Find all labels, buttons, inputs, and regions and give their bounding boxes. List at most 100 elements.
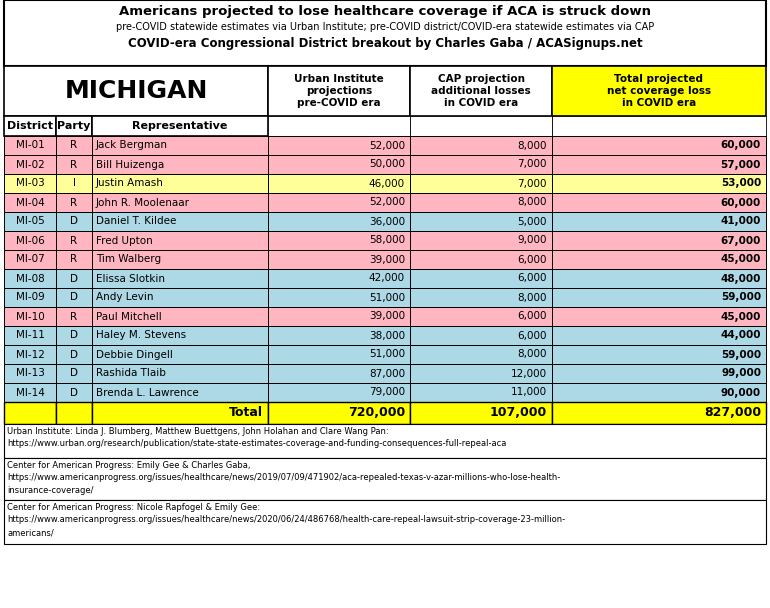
- Text: D: D: [70, 216, 78, 227]
- Text: Center for American Progress: Emily Gee & Charles Gaba,
https://www.americanprog: Center for American Progress: Emily Gee …: [7, 461, 561, 495]
- Bar: [552, 212, 766, 231]
- Bar: [4, 364, 56, 383]
- Text: MI-13: MI-13: [15, 368, 45, 379]
- Bar: [552, 307, 766, 326]
- Text: Americans projected to lose healthcare coverage if ACA is struck down: Americans projected to lose healthcare c…: [119, 4, 651, 18]
- Text: Justin Amash: Justin Amash: [96, 179, 164, 188]
- Text: R: R: [70, 255, 78, 264]
- Text: Andy Levin: Andy Levin: [96, 292, 153, 303]
- Text: 87,000: 87,000: [369, 368, 405, 379]
- Bar: [56, 116, 92, 136]
- Bar: [410, 288, 552, 307]
- Text: MI-14: MI-14: [15, 387, 45, 398]
- Bar: [4, 326, 56, 345]
- Text: Brenda L. Lawrence: Brenda L. Lawrence: [96, 387, 199, 398]
- Text: 45,000: 45,000: [721, 255, 761, 264]
- Text: 36,000: 36,000: [369, 216, 405, 227]
- Bar: [4, 383, 56, 402]
- Bar: [410, 231, 552, 250]
- Text: D: D: [70, 350, 78, 359]
- Bar: [410, 345, 552, 364]
- Bar: [410, 212, 552, 231]
- Text: Center for American Progress: Nicole Rapfogel & Emily Gee:
https://www.americanp: Center for American Progress: Nicole Rap…: [7, 503, 565, 537]
- Bar: [92, 269, 268, 288]
- Text: CAP projection
additional losses
in COVID era: CAP projection additional losses in COVI…: [431, 74, 531, 108]
- Bar: [268, 326, 410, 345]
- Bar: [92, 364, 268, 383]
- Bar: [268, 116, 410, 136]
- Bar: [56, 174, 92, 193]
- Text: 9,000: 9,000: [517, 235, 547, 246]
- Text: 79,000: 79,000: [369, 387, 405, 398]
- Bar: [92, 307, 268, 326]
- Text: 58,000: 58,000: [369, 235, 405, 246]
- Bar: [4, 424, 766, 458]
- Bar: [268, 136, 410, 155]
- Text: 59,000: 59,000: [721, 350, 761, 359]
- Bar: [92, 288, 268, 307]
- Text: 51,000: 51,000: [369, 350, 405, 359]
- Text: MI-05: MI-05: [15, 216, 45, 227]
- Bar: [268, 66, 410, 116]
- Bar: [56, 212, 92, 231]
- Text: COVID-era Congressional District breakout by Charles Gaba / ACASignups.net: COVID-era Congressional District breakou…: [128, 38, 642, 50]
- Text: 38,000: 38,000: [369, 331, 405, 340]
- Bar: [56, 288, 92, 307]
- Text: R: R: [70, 311, 78, 322]
- Text: Representative: Representative: [132, 121, 228, 131]
- Text: 7,000: 7,000: [517, 179, 547, 188]
- Text: Paul Mitchell: Paul Mitchell: [96, 311, 162, 322]
- Bar: [56, 326, 92, 345]
- Bar: [552, 326, 766, 345]
- Bar: [410, 326, 552, 345]
- Bar: [4, 193, 56, 212]
- Text: 39,000: 39,000: [369, 311, 405, 322]
- Bar: [56, 345, 92, 364]
- Bar: [268, 193, 410, 212]
- Bar: [4, 250, 56, 269]
- Text: Elissa Slotkin: Elissa Slotkin: [96, 274, 165, 283]
- Text: 8,000: 8,000: [517, 198, 547, 207]
- Bar: [4, 136, 56, 155]
- Text: MI-04: MI-04: [15, 198, 45, 207]
- Bar: [268, 155, 410, 174]
- Bar: [268, 345, 410, 364]
- Text: 53,000: 53,000: [721, 179, 761, 188]
- Bar: [552, 345, 766, 364]
- Text: 8,000: 8,000: [517, 292, 547, 303]
- Text: Bill Huizenga: Bill Huizenga: [96, 159, 164, 170]
- Text: MI-07: MI-07: [15, 255, 45, 264]
- Text: John R. Moolenaar: John R. Moolenaar: [96, 198, 190, 207]
- Text: 59,000: 59,000: [721, 292, 761, 303]
- Bar: [4, 212, 56, 231]
- Text: 99,000: 99,000: [721, 368, 761, 379]
- Text: R: R: [70, 198, 78, 207]
- Text: 50,000: 50,000: [369, 159, 405, 170]
- Bar: [268, 288, 410, 307]
- Bar: [56, 250, 92, 269]
- Text: D: D: [70, 292, 78, 303]
- Text: 57,000: 57,000: [721, 159, 761, 170]
- Bar: [268, 402, 410, 424]
- Bar: [410, 402, 552, 424]
- Bar: [56, 383, 92, 402]
- Text: District: District: [7, 121, 53, 131]
- Text: Haley M. Stevens: Haley M. Stevens: [96, 331, 186, 340]
- Text: Debbie Dingell: Debbie Dingell: [96, 350, 173, 359]
- Bar: [552, 250, 766, 269]
- Text: MI-10: MI-10: [15, 311, 45, 322]
- Bar: [56, 307, 92, 326]
- Text: 8,000: 8,000: [517, 350, 547, 359]
- Text: Party: Party: [57, 121, 91, 131]
- Text: MI-01: MI-01: [15, 140, 45, 151]
- Bar: [56, 364, 92, 383]
- Bar: [56, 136, 92, 155]
- Bar: [56, 231, 92, 250]
- Text: MI-02: MI-02: [15, 159, 45, 170]
- Bar: [92, 383, 268, 402]
- Bar: [552, 269, 766, 288]
- Text: Total projected
net coverage loss
in COVID era: Total projected net coverage loss in COV…: [607, 74, 711, 108]
- Text: 11,000: 11,000: [511, 387, 547, 398]
- Bar: [552, 193, 766, 212]
- Text: R: R: [70, 159, 78, 170]
